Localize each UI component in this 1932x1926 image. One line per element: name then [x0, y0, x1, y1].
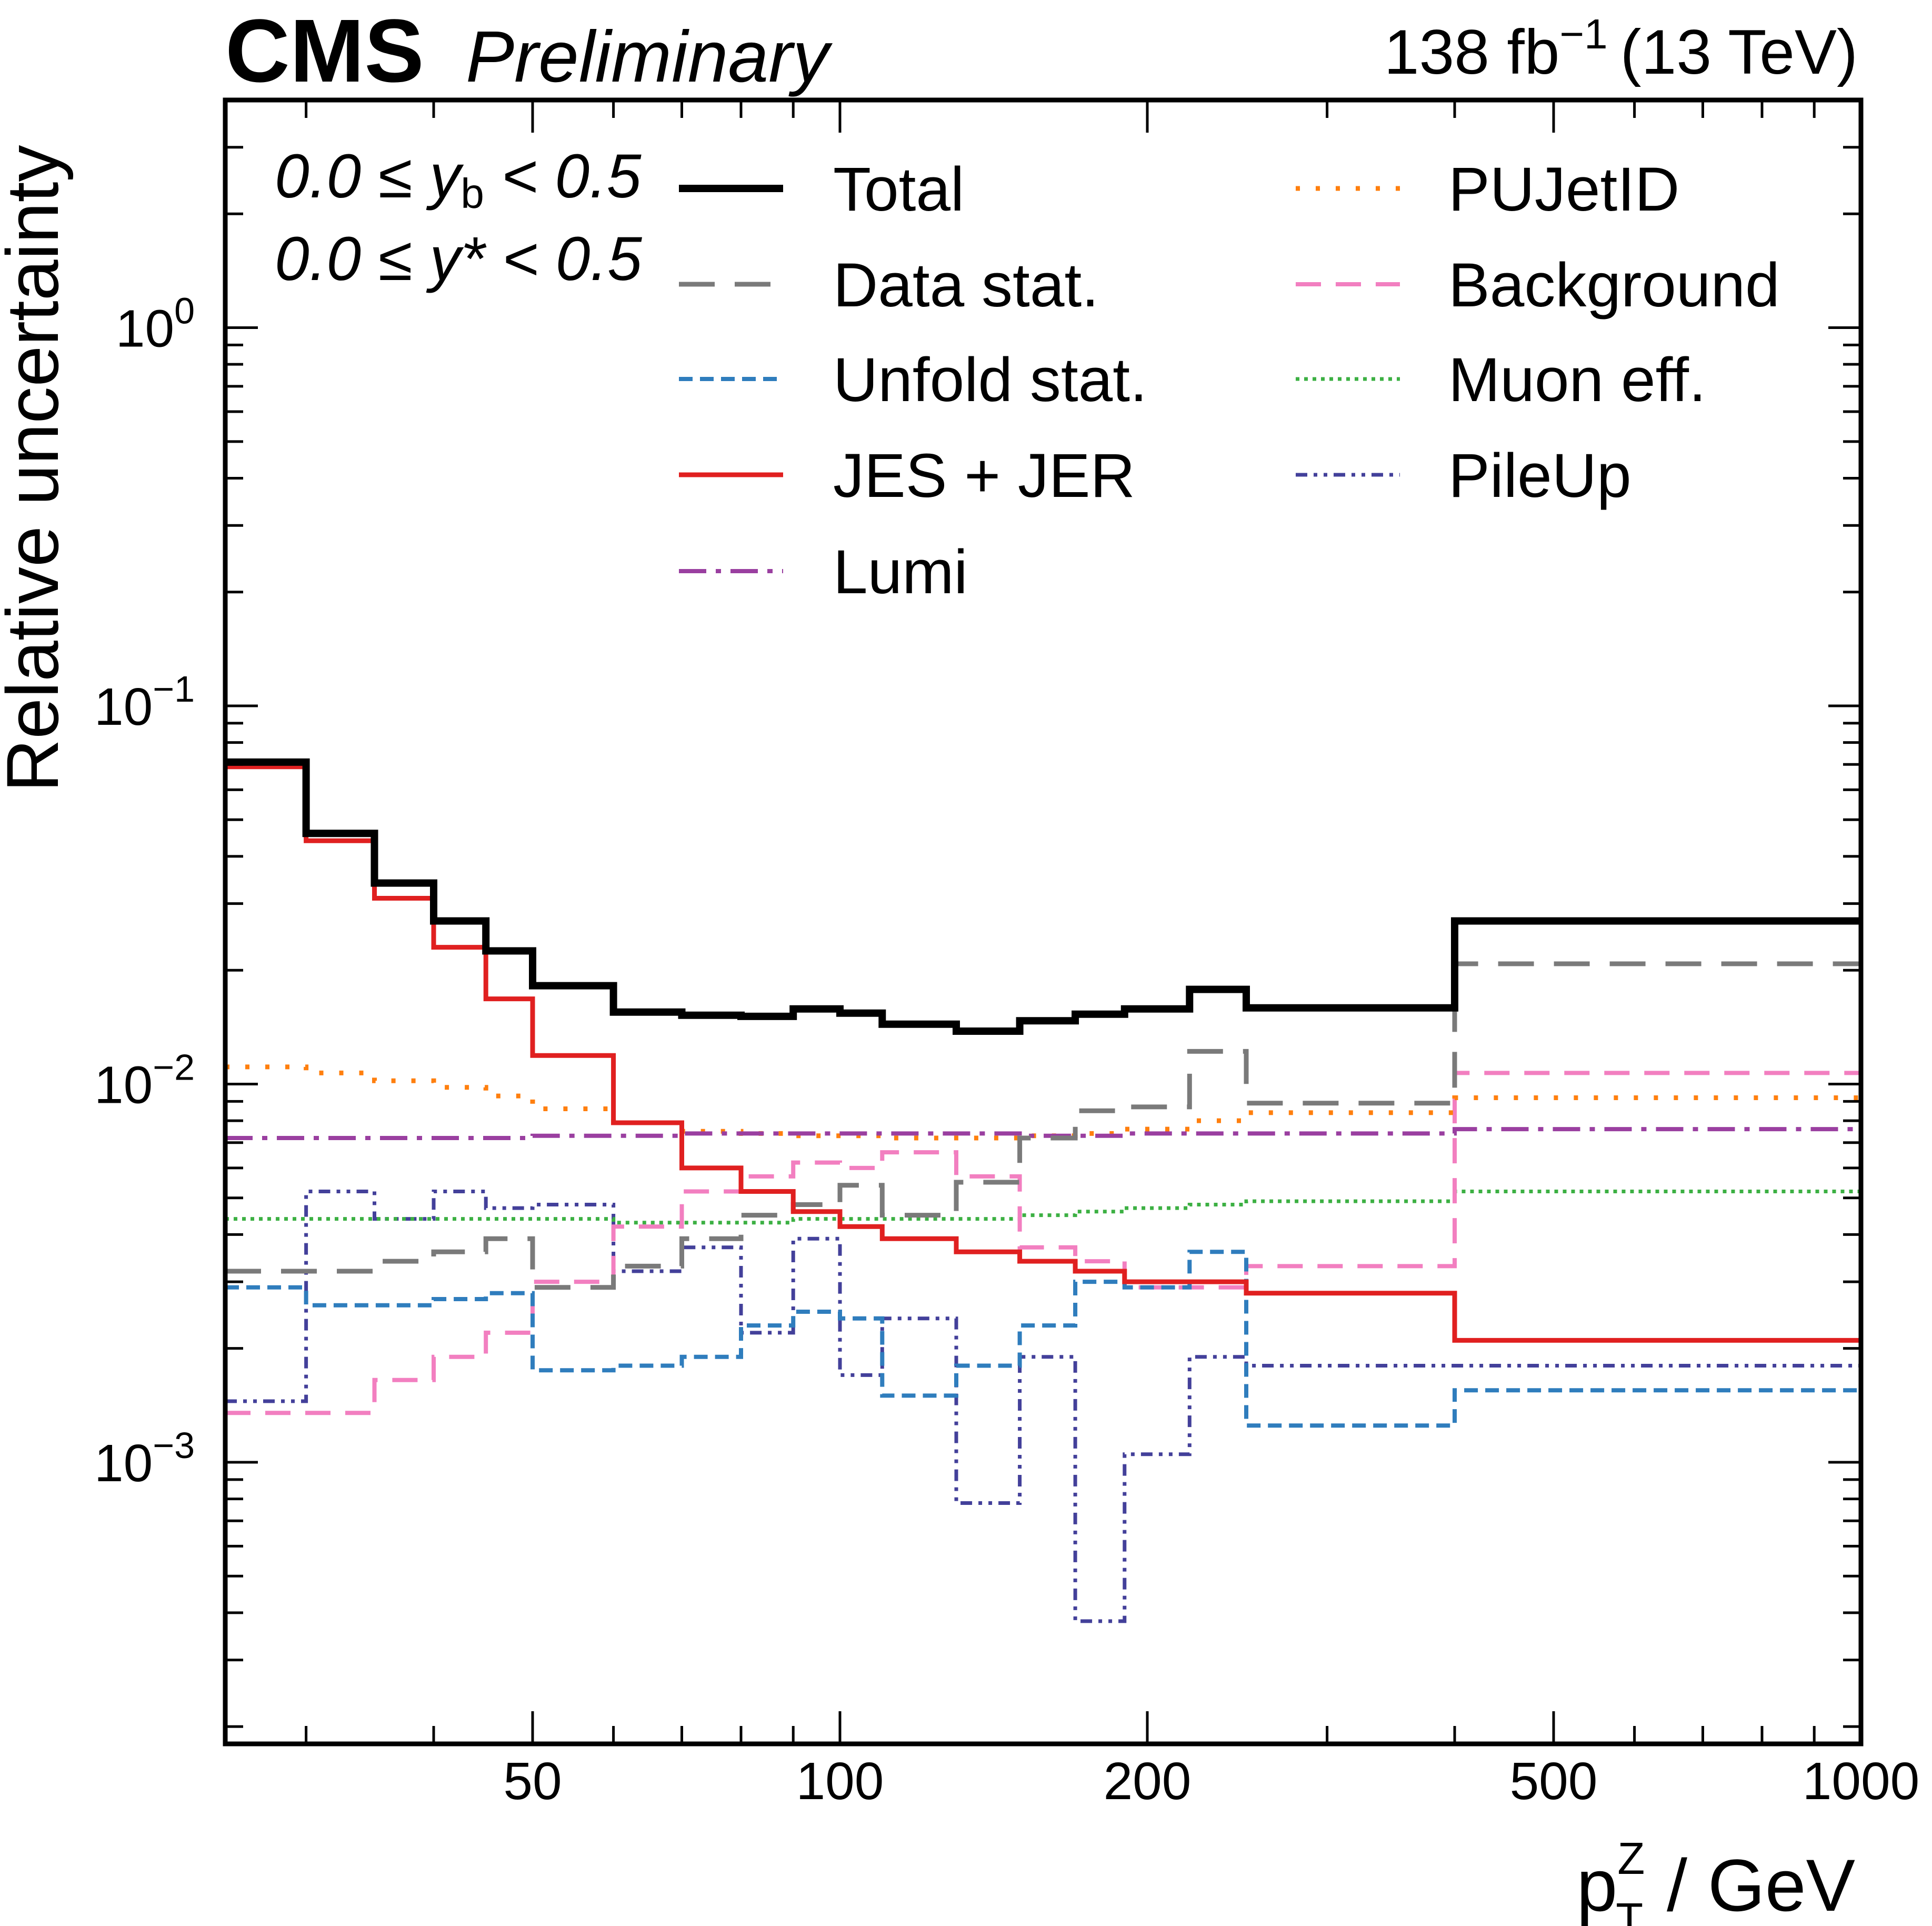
series-total [225, 758, 1861, 1035]
x-tick-label: 200 [1104, 1752, 1192, 1811]
cut-yb-sub: b [461, 170, 484, 217]
legend-label-jes-jer: JES + JER [833, 441, 1135, 511]
lumi-text: 138 fb [1384, 17, 1560, 87]
cut-ystar-low: 0.0 ≤ [275, 224, 429, 294]
legend-label-unfold-stat: Unfold stat. [833, 345, 1147, 415]
series-background [225, 1071, 1861, 1415]
cut-ystar-high: < 0.5 [485, 224, 642, 294]
y-tick-label: 100 [116, 291, 195, 358]
series-muon-eff [225, 1190, 1861, 1225]
cut-ystar-var: y* [426, 224, 487, 294]
legend-label-background: Background [1448, 251, 1780, 320]
x-axis-title-base: p [1576, 1844, 1617, 1926]
y-axis-title: Relative uncertainty [0, 145, 74, 792]
x-tick-label: 500 [1510, 1752, 1598, 1811]
status-label: Preliminary [466, 16, 833, 97]
y-tick-label: 10−2 [94, 1046, 195, 1114]
experiment-label: CMS [225, 1, 424, 101]
legend-label-pujetid: PUJetID [1448, 155, 1679, 224]
series-jes-jer [225, 764, 1861, 1343]
lumi-exponent: −1 [1559, 11, 1607, 57]
x-tick-label: 1000 [1803, 1752, 1919, 1811]
legend-label-muon-eff: Muon eff. [1448, 345, 1706, 415]
x-axis-title-unit: / GeV [1646, 1844, 1855, 1926]
cut-ystar: 0.0 ≤ y* < 0.5 [275, 224, 642, 294]
cut-yb-low: 0.0 ≤ [275, 142, 429, 211]
y-tick-label: 10−1 [94, 668, 195, 736]
x-axis-title: pZ T / GeV [1576, 1834, 1855, 1926]
x-tick-label: 100 [796, 1752, 884, 1811]
series-layer [225, 758, 1861, 1623]
y-tick-label: 10−3 [94, 1425, 195, 1493]
series-data-stat [225, 961, 1861, 1290]
cut-yb: 0.0 ≤ yb < 0.5 [275, 142, 642, 217]
series-unfold-stat [225, 1250, 1861, 1428]
series-pileup [225, 1190, 1861, 1623]
cut-yb-var: y [426, 142, 464, 211]
lumi-energy-label: 138 fb−1 (13 TeV) [1384, 11, 1858, 87]
legend-label-total: Total [833, 155, 964, 224]
ticks-layer: 50 100 200 500 1000 10−3 10−2 10−1 100 [94, 100, 1919, 1811]
legend-label-pileup: PileUp [1448, 441, 1631, 511]
x-axis-title-sup: Z [1617, 1834, 1645, 1884]
legend: Total Data stat. Unfold stat. JES + JER Lumi… [679, 155, 1780, 607]
legend-label-lumi: Lumi [833, 537, 968, 607]
cut-yb-high: < 0.5 [484, 142, 642, 211]
series-lumi [225, 1127, 1861, 1140]
energy-text: (13 TeV) [1620, 17, 1858, 87]
x-axis-title-sub: T [1616, 1894, 1643, 1926]
plot-frame [223, 97, 1864, 1747]
x-tick-label: 50 [503, 1752, 562, 1811]
legend-label-data-stat: Data stat. [833, 251, 1099, 320]
